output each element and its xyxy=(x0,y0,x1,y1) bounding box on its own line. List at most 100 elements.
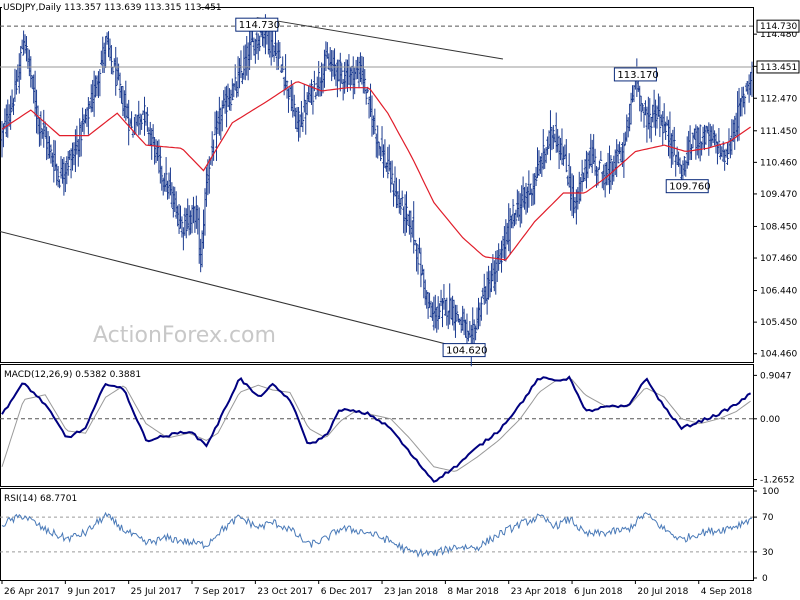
price-bar xyxy=(654,99,657,136)
price-bar xyxy=(69,148,73,179)
price-bar xyxy=(146,107,149,132)
price-bar xyxy=(235,81,238,98)
price-bar xyxy=(724,148,728,158)
x-tick-label: 25 Jul 2017 xyxy=(131,587,182,597)
price-bar xyxy=(205,167,208,207)
price-bar xyxy=(199,238,202,273)
price-bar xyxy=(592,134,595,164)
price-bar xyxy=(547,130,551,149)
price-bar xyxy=(400,190,404,207)
price-bar xyxy=(125,103,129,119)
price-bar xyxy=(301,112,305,132)
price-bar xyxy=(38,117,41,147)
price-bar xyxy=(455,304,459,322)
price-bar xyxy=(480,296,483,321)
price-bar xyxy=(645,106,649,143)
price-bar xyxy=(163,172,166,192)
x-tick-label: 4 Sep 2018 xyxy=(701,587,753,597)
price-bar xyxy=(9,95,12,130)
price-bar xyxy=(382,144,385,178)
price-bar xyxy=(586,152,590,179)
price-bar xyxy=(743,95,747,115)
price-bar xyxy=(605,162,608,186)
price-bar xyxy=(153,137,156,165)
price-bar xyxy=(684,160,688,177)
price-bar xyxy=(120,86,123,104)
price-bar xyxy=(723,149,726,171)
macd-lines xyxy=(0,375,753,483)
price-bar xyxy=(344,59,348,88)
price-title-group: USDJPY,Daily 113.357 113.639 113.315 113… xyxy=(2,1,222,13)
price-bar xyxy=(498,248,502,264)
price-bar xyxy=(534,166,538,187)
price-bar xyxy=(698,124,702,162)
price-bar xyxy=(88,101,92,109)
price-bar xyxy=(297,107,300,142)
price-bar xyxy=(589,133,593,167)
price-bar xyxy=(549,110,552,161)
price-bar xyxy=(556,128,559,153)
price-bar xyxy=(61,158,64,184)
price-bar xyxy=(435,307,439,333)
price-bar xyxy=(167,172,171,199)
price-bar xyxy=(380,126,384,157)
price-bar xyxy=(19,45,23,80)
price-bar xyxy=(156,140,159,161)
price-bar xyxy=(395,177,398,209)
price-bar xyxy=(154,139,158,164)
price-bar xyxy=(225,85,228,128)
price-bar xyxy=(100,50,103,66)
price-bar xyxy=(657,93,660,117)
price-bar xyxy=(649,116,653,143)
x-tick-label: 6 Jun 2018 xyxy=(574,587,623,597)
price-bar xyxy=(399,198,403,216)
price-bar xyxy=(310,79,313,105)
price-bar xyxy=(30,75,34,89)
trendline xyxy=(0,231,468,350)
price-bar xyxy=(82,114,86,135)
price-bar xyxy=(17,53,21,94)
price-bar xyxy=(193,205,197,233)
price-bar xyxy=(442,284,446,310)
price-bar xyxy=(652,89,656,128)
price-bar xyxy=(405,191,408,233)
price-bar xyxy=(272,45,276,62)
price-bar xyxy=(203,188,207,236)
price-bar xyxy=(540,152,544,177)
price-bar xyxy=(520,185,523,224)
price-bar xyxy=(717,128,721,154)
price-bar xyxy=(357,56,361,89)
price-bar xyxy=(527,170,531,208)
price-bar xyxy=(330,50,333,82)
price-bar xyxy=(45,126,48,161)
price-bar xyxy=(468,321,472,338)
rsi-lines xyxy=(0,511,753,558)
price-overlays: 114.730 113.170 109.760 104.620 xyxy=(0,17,753,358)
chart-title: USDJPY,Daily 113.357 113.639 113.315 113… xyxy=(3,3,222,13)
price-bar xyxy=(143,96,146,136)
svg-text:113.451: 113.451 xyxy=(760,63,797,73)
price-bar xyxy=(688,125,692,161)
price-bar xyxy=(740,86,744,117)
price-bar xyxy=(314,92,318,100)
price-bar xyxy=(471,307,475,349)
price-tick-label: 104.460 xyxy=(760,350,797,360)
price-bar xyxy=(160,165,164,191)
price-bar xyxy=(356,56,359,80)
x-tick-label: 26 Apr 2017 xyxy=(4,587,60,597)
price-bar xyxy=(428,292,431,309)
resistance-price-label: 114.730 xyxy=(756,19,800,33)
price-bar xyxy=(65,156,69,185)
price-bar xyxy=(144,111,148,126)
price-bar xyxy=(406,213,410,226)
price-bar xyxy=(372,115,375,135)
price-tick-label: 106.440 xyxy=(760,287,797,297)
price-bar xyxy=(583,159,587,182)
price-bar xyxy=(202,209,205,249)
price-bar xyxy=(616,144,620,164)
price-bar xyxy=(726,143,729,166)
price-bar xyxy=(667,119,670,157)
price-bar xyxy=(503,226,506,262)
price-bar xyxy=(478,302,482,327)
price-bar xyxy=(490,263,493,293)
